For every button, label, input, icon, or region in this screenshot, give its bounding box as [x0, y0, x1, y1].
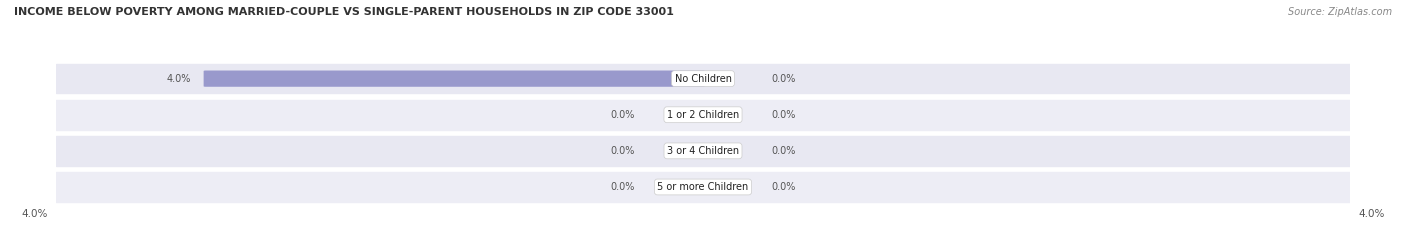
- Text: INCOME BELOW POVERTY AMONG MARRIED-COUPLE VS SINGLE-PARENT HOUSEHOLDS IN ZIP COD: INCOME BELOW POVERTY AMONG MARRIED-COUPL…: [14, 7, 673, 17]
- Text: 0.0%: 0.0%: [610, 146, 634, 156]
- Text: 0.0%: 0.0%: [610, 110, 634, 120]
- Text: 0.0%: 0.0%: [772, 182, 796, 192]
- Bar: [56, 136, 1350, 166]
- Text: 3 or 4 Children: 3 or 4 Children: [666, 146, 740, 156]
- Text: 4.0%: 4.0%: [1358, 209, 1385, 219]
- Bar: [56, 172, 1350, 202]
- Text: 4.0%: 4.0%: [166, 74, 191, 84]
- Text: No Children: No Children: [675, 74, 731, 84]
- FancyBboxPatch shape: [204, 71, 704, 87]
- Bar: [56, 64, 1350, 93]
- Text: 5 or more Children: 5 or more Children: [658, 182, 748, 192]
- Text: 0.0%: 0.0%: [610, 182, 634, 192]
- Text: 0.0%: 0.0%: [772, 110, 796, 120]
- Text: 0.0%: 0.0%: [772, 74, 796, 84]
- Text: 1 or 2 Children: 1 or 2 Children: [666, 110, 740, 120]
- Bar: [56, 100, 1350, 130]
- Text: 0.0%: 0.0%: [772, 146, 796, 156]
- Text: Source: ZipAtlas.com: Source: ZipAtlas.com: [1288, 7, 1392, 17]
- Text: 4.0%: 4.0%: [21, 209, 48, 219]
